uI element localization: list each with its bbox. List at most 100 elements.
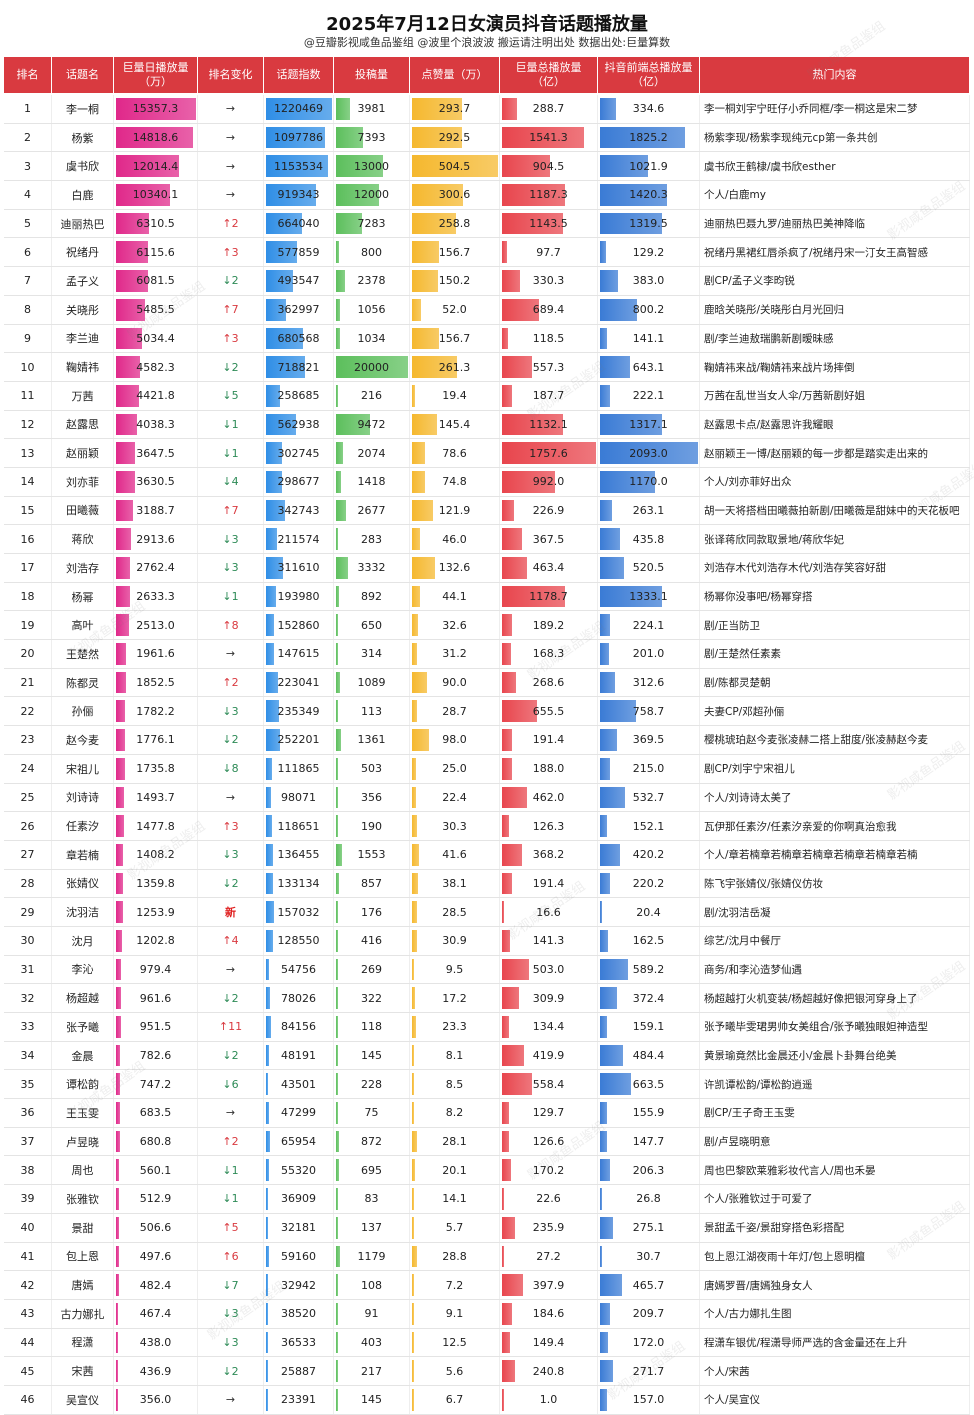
table-row[interactable]: 14 刘亦菲 3630.5 ↓4 298677 1418 74.8 992.0 1170.0 个人… bbox=[4, 467, 970, 497]
table-row[interactable]: 32 杨超越 961.6 ↓2 78026 322 17.2 309.9 372.4 杨超越打火机… bbox=[4, 984, 970, 1013]
header-posts[interactable]: 投稿量 bbox=[334, 57, 410, 93]
header-frontend[interactable]: 抖音前端总播放量 （亿） bbox=[598, 57, 700, 93]
header-hot[interactable]: 热门内容 bbox=[700, 57, 970, 93]
cell-text-hot: 剧/陈都灵楚朝 bbox=[704, 677, 771, 690]
table-row[interactable]: 16 蒋欣 2913.6 ↓3 211574 283 46.0 367.5 435.8 张译蒋欣同… bbox=[4, 525, 970, 554]
table-row[interactable]: 20 王楚然 1961.6 → 147615 314 31.2 168.3 201.0 剧/王楚然… bbox=[4, 640, 970, 669]
table-row[interactable]: 21 陈都灵 1852.5 ↑2 223041 1089 90.0 268.6 312.6 剧/陈… bbox=[4, 668, 970, 698]
cell-likes: 25.0 bbox=[410, 754, 500, 783]
table-row[interactable]: 19 高叶 2513.0 ↑8 152860 650 32.6 189.2 224.1 剧/正当防… bbox=[4, 611, 970, 641]
table-row[interactable]: 13 赵丽颖 3647.5 ↓1 302745 2074 78.6 1757.6 2093.0 赵… bbox=[4, 439, 970, 468]
table-row[interactable]: 37 卢昱晓 680.8 ↑2 65954 872 28.1 126.6 147.7 剧/卢昱晓明… bbox=[4, 1127, 970, 1157]
bar-posts bbox=[336, 929, 338, 952]
cell-text-daily: 1202.8 bbox=[136, 934, 175, 948]
table-row[interactable]: 1 李一桐 15357.3 → 1220469 3981 293.7 288.7 334.6 李一… bbox=[4, 95, 970, 124]
cell-rank: 9 bbox=[4, 324, 52, 353]
bar-likes bbox=[412, 1102, 414, 1124]
table-row[interactable]: 9 李兰迪 5034.4 ↑3 680568 1034 156.7 118.5 141.1 剧/李… bbox=[4, 324, 970, 354]
cell-text-posts: 217 bbox=[361, 1364, 382, 1378]
cell-text-likes: 121.9 bbox=[438, 503, 471, 517]
cell-text-change: ↑2 bbox=[222, 217, 239, 231]
table-row[interactable]: 41 包上恩 497.6 ↑6 59160 1179 28.8 27.2 30.7 包上恩江湖夜雨… bbox=[4, 1242, 970, 1272]
cell-name: 鞠婧祎 bbox=[52, 353, 114, 381]
table-row[interactable]: 7 孟子义 6081.5 ↓2 493547 2378 150.2 330.3 383.0 剧CP… bbox=[4, 267, 970, 296]
table-row[interactable]: 45 宋茜 436.9 ↓2 25887 217 5.6 240.8 271.7 个人/宋茜 bbox=[4, 1357, 970, 1386]
table-row[interactable]: 34 金晨 782.6 ↓2 48191 145 8.1 419.9 484.4 黄景瑜竟然比金晨… bbox=[4, 1041, 970, 1071]
table-row[interactable]: 25 刘诗诗 1493.7 → 98071 356 22.4 462.0 532.7 个人/刘诗诗… bbox=[4, 783, 970, 813]
cell-rank: 6 bbox=[4, 238, 52, 267]
bar-index bbox=[266, 1188, 268, 1210]
table-row[interactable]: 17 刘浩存 2762.4 ↓3 311610 3332 132.6 463.4 520.5 刘浩… bbox=[4, 554, 970, 583]
cell-text-likes: 145.4 bbox=[438, 417, 471, 431]
table-row[interactable]: 28 张婧仪 1359.8 ↓2 133134 857 38.1 191.4 220.2 陈飞宇张… bbox=[4, 869, 970, 899]
cell-hot: 杨紫李现/杨紫李现纯元cp第一条共创 bbox=[700, 123, 970, 152]
cell-likes: 9.1 bbox=[410, 1299, 500, 1328]
cell-text-likes: 32.6 bbox=[442, 618, 467, 632]
header-daily[interactable]: 巨量日播放量 （万） bbox=[114, 57, 198, 93]
cell-text-name: 吴宣仪 bbox=[66, 1393, 99, 1407]
cell-hot: 迪丽热巴聂九罗/迪丽热巴美神降临 bbox=[700, 209, 970, 238]
cell-text-hot: 商务/和李沁造梦仙遇 bbox=[704, 963, 803, 976]
cell-text-total: 191.4 bbox=[532, 876, 565, 890]
table-row[interactable]: 15 田曦薇 3188.7 ↑7 342743 2677 121.9 226.9 263.1 胡一… bbox=[4, 496, 970, 526]
header-name[interactable]: 话题名 bbox=[52, 57, 114, 93]
bar-index bbox=[266, 1102, 269, 1124]
bar-index bbox=[266, 585, 277, 608]
header-index[interactable]: 话题指数 bbox=[264, 57, 334, 93]
table-row[interactable]: 2 杨紫 14818.6 → 1097786 7393 292.5 1541.3 1825.2 杨… bbox=[4, 123, 970, 153]
table-row[interactable]: 26 任素汐 1477.8 ↑3 118651 190 30.3 126.3 152.1 瓦伊那任… bbox=[4, 812, 970, 841]
table-row[interactable]: 27 章若楠 1408.2 ↓3 136455 1553 41.6 368.2 420.2 个人/… bbox=[4, 840, 970, 870]
table-row[interactable]: 6 祝绪丹 6115.6 ↑3 577859 800 156.7 97.7 129.2 祝绪丹黑裙… bbox=[4, 238, 970, 268]
table-row[interactable]: 23 赵今麦 1776.1 ↓2 252201 1361 98.0 191.4 369.5 樱桃琥… bbox=[4, 726, 970, 755]
table-row[interactable]: 10 鞠婧祎 4582.3 ↓2 718821 20000 261.3 557.3 643.1 鞠… bbox=[4, 353, 970, 382]
table-row[interactable]: 33 张予曦 951.5 ↑11 84156 118 23.3 134.4 159.1 张予曦毕雯… bbox=[4, 1013, 970, 1042]
table-row[interactable]: 8 关晓彤 5485.5 ↑7 362997 1056 52.0 689.4 800.2 鹿晗关晓… bbox=[4, 295, 970, 325]
header-likes[interactable]: 点赞量（万） bbox=[410, 57, 500, 93]
table-row[interactable]: 4 白鹿 10340.1 → 919343 12000 300.6 1187.3 1420.3 个… bbox=[4, 181, 970, 210]
table-row[interactable]: 29 沈羽洁 1253.9 新 157032 176 28.5 16.6 20.4 剧/沈羽洁岳凝 bbox=[4, 898, 970, 927]
table-row[interactable]: 11 万茜 4421.8 ↓5 258685 216 19.4 187.7 222.1 万茜在乱世… bbox=[4, 381, 970, 411]
bar-frontend bbox=[600, 212, 662, 235]
table-row[interactable]: 31 李沁 979.4 → 54756 269 9.5 503.0 589.2 商务/和李沁造梦仙… bbox=[4, 955, 970, 985]
bar-likes bbox=[412, 384, 416, 407]
table-row[interactable]: 24 宋祖儿 1735.8 ↓8 111865 503 25.0 188.0 215.0 剧CP/… bbox=[4, 754, 970, 784]
table-row[interactable]: 30 沈月 1202.8 ↑4 128550 416 30.9 141.3 162.5 综艺/沈月… bbox=[4, 926, 970, 956]
cell-posts: 403 bbox=[334, 1328, 410, 1357]
table-row[interactable]: 5 迪丽热巴 6310.5 ↑2 664040 7283 258.8 1143.5 1319.5… bbox=[4, 209, 970, 239]
cell-text-rank: 44 bbox=[20, 1335, 35, 1349]
cell-hot: 黄景瑜竟然比金晨还小/金晨卜卦舞台绝美 bbox=[700, 1041, 970, 1070]
cell-text-index: 78026 bbox=[281, 991, 316, 1005]
cell-text-index: 223041 bbox=[277, 676, 320, 690]
table-row[interactable]: 36 王玉雯 683.5 → 47299 75 8.2 129.7 155.9 剧CP/王子奇王玉… bbox=[4, 1099, 970, 1128]
table-row[interactable]: 40 景甜 506.6 ↑5 32181 137 5.7 235.9 275.1 景甜孟千姿/景甜… bbox=[4, 1213, 970, 1243]
table-row[interactable]: 18 杨幂 2633.3 ↓1 193980 892 44.1 1178.7 1333.1 杨幂你… bbox=[4, 582, 970, 612]
table-row[interactable]: 42 唐嫣 482.4 ↓7 32942 108 7.2 397.9 465.7 唐嫣罗晋/唐嫣独… bbox=[4, 1271, 970, 1300]
cell-text-frontend: 271.7 bbox=[632, 1364, 665, 1378]
bar-frontend bbox=[600, 384, 611, 407]
table-row[interactable]: 35 谭松韵 747.2 ↓6 43501 228 8.5 558.4 663.5 许凯谭松韵/谭… bbox=[4, 1070, 970, 1100]
table-row[interactable]: 44 程潇 438.0 ↓3 36533 403 12.5 149.4 172.0 程潇车银优/程… bbox=[4, 1328, 970, 1358]
table-row[interactable]: 43 古力娜扎 467.4 ↓3 38520 91 9.1 184.6 209.7 个人/古力娜扎… bbox=[4, 1299, 970, 1329]
cell-change: ↓1 bbox=[198, 410, 264, 439]
cell-posts: 1361 bbox=[334, 726, 410, 754]
header-total[interactable]: 巨量总播放量 （亿） bbox=[500, 57, 598, 93]
table-row[interactable]: 22 孙俪 1782.2 ↓3 235349 113 28.7 655.5 758.7 夫妻CP/… bbox=[4, 697, 970, 727]
table-row[interactable]: 39 张雅钦 512.9 ↓1 36909 83 14.1 22.6 26.8 个人/张雅钦过于可… bbox=[4, 1185, 970, 1214]
table-row[interactable]: 38 周也 560.1 ↓1 55320 695 20.1 170.2 206.3 周也巴黎欧莱雅… bbox=[4, 1156, 970, 1186]
bar-total bbox=[502, 327, 509, 350]
cell-posts: 217 bbox=[334, 1357, 410, 1385]
cell-hot: 个人/古力娜扎生图 bbox=[700, 1299, 970, 1328]
bar-daily bbox=[116, 499, 133, 522]
cell-text-total: 240.8 bbox=[532, 1364, 565, 1378]
bar-total bbox=[502, 270, 520, 292]
cell-text-daily: 10340.1 bbox=[132, 188, 179, 202]
cell-hot: 张予曦毕雯珺男帅女美组合/张予曦独眼妲神造型 bbox=[700, 1013, 970, 1041]
table-row[interactable]: 3 虞书欣 12014.4 → 1153534 13000 504.5 904.5 1021.9… bbox=[4, 152, 970, 182]
header-rank[interactable]: 排名 bbox=[4, 57, 52, 93]
cell-text-frontend: 369.5 bbox=[632, 733, 665, 747]
bar-daily bbox=[116, 270, 148, 292]
table-row[interactable]: 12 赵露思 4038.3 ↓1 562938 9472 145.4 1132.1 1317.1… bbox=[4, 410, 970, 440]
table-row[interactable]: 46 吴宣仪 356.0 → 23391 145 6.7 1.0 157.0 个人/吴宣仪 bbox=[4, 1385, 970, 1415]
header-change[interactable]: 排名变化 bbox=[198, 57, 264, 93]
cell-text-index: 211574 bbox=[277, 532, 320, 546]
